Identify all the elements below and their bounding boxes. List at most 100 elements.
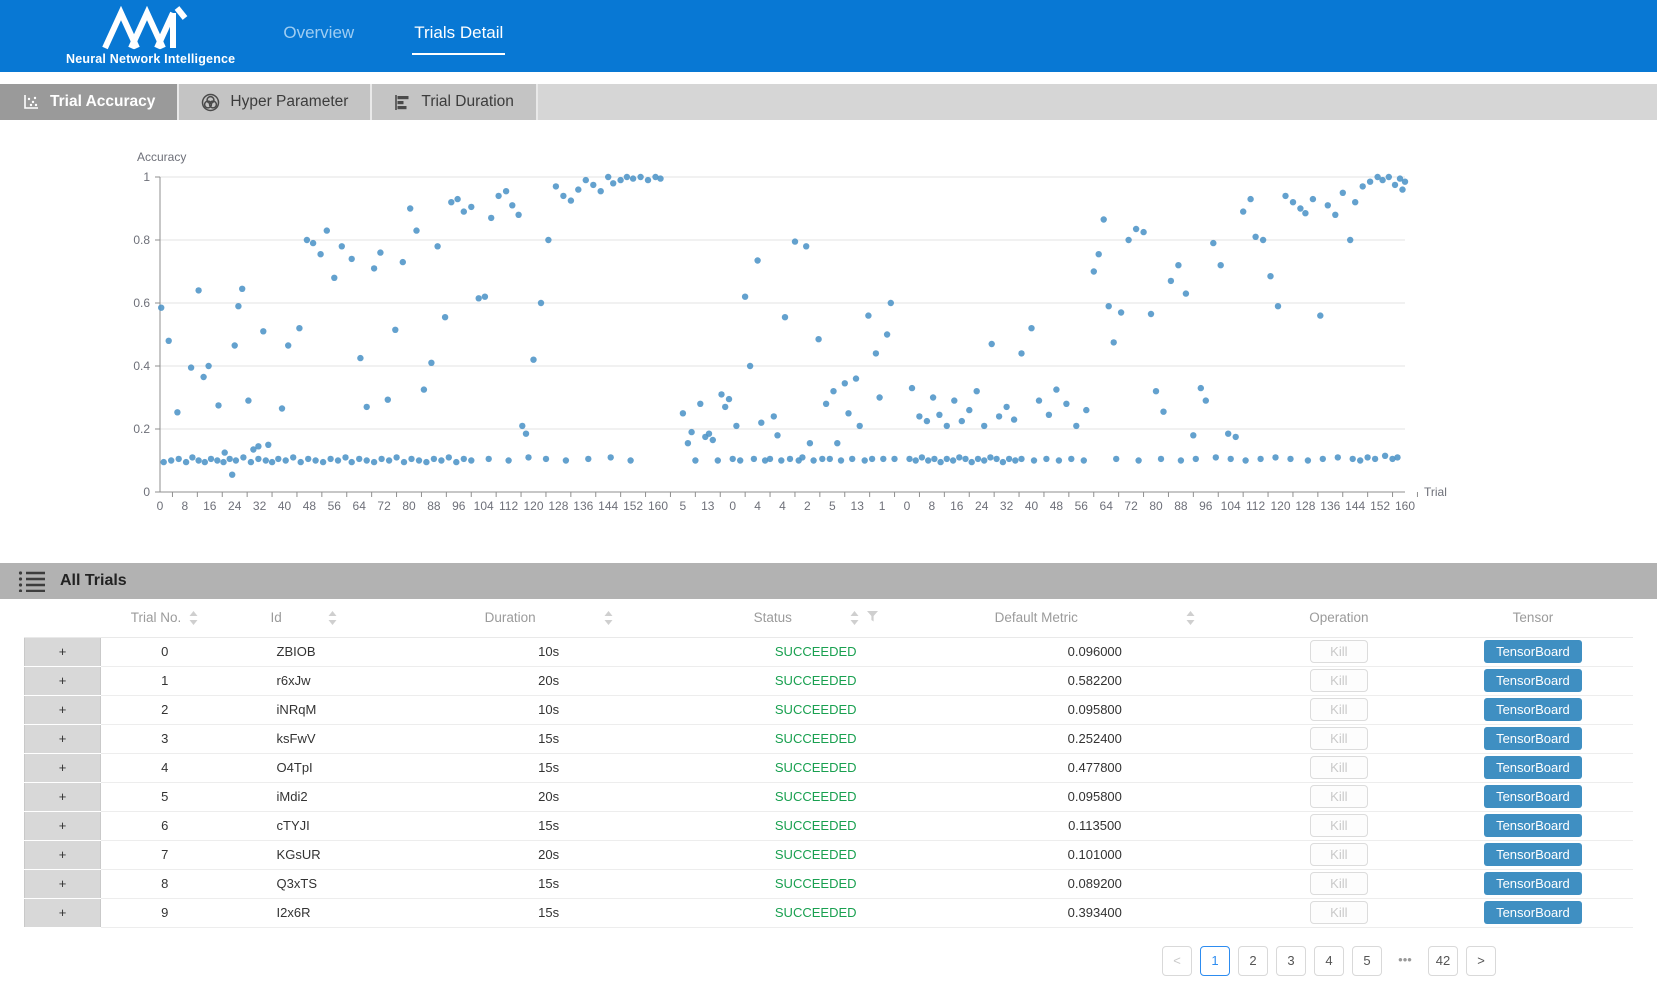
expand-row-button[interactable]: +: [25, 695, 101, 724]
table-row: +9I2x6R15sSUCCEEDED0.393400KillTensorBoa…: [25, 898, 1634, 927]
pager-page-42[interactable]: 42: [1428, 946, 1458, 976]
tensorboard-button[interactable]: TensorBoard: [1484, 698, 1582, 721]
scatter-point: [220, 459, 226, 465]
pager-prev-button[interactable]: <: [1162, 946, 1192, 976]
header-default-metric[interactable]: Default Metric: [945, 599, 1245, 637]
pager-page-3[interactable]: 3: [1276, 946, 1306, 976]
scatter-point: [1302, 210, 1308, 216]
expand-row-button[interactable]: +: [25, 869, 101, 898]
sort-icon[interactable]: [1186, 611, 1195, 625]
scatter-point: [176, 456, 182, 462]
sort-icon[interactable]: [189, 611, 198, 625]
tensorboard-button[interactable]: TensorBoard: [1484, 785, 1582, 808]
scatter-point: [931, 456, 937, 462]
scatter-point: [845, 410, 851, 416]
tensorboard-button[interactable]: TensorBoard: [1484, 640, 1582, 663]
expand-row-button[interactable]: +: [25, 724, 101, 753]
scatter-point: [585, 456, 591, 462]
expand-row-button[interactable]: +: [25, 666, 101, 695]
sort-icon[interactable]: [604, 611, 613, 625]
scatter-point: [1018, 350, 1024, 356]
kill-button[interactable]: Kill: [1310, 640, 1368, 663]
cell-status: SUCCEEDED: [687, 811, 945, 840]
expand-row-button[interactable]: +: [25, 637, 101, 666]
pager-page-4[interactable]: 4: [1314, 946, 1344, 976]
scatter-point: [560, 193, 566, 199]
x-tick-label: 144: [598, 499, 618, 513]
tensorboard-button[interactable]: TensorBoard: [1484, 872, 1582, 895]
kill-button[interactable]: Kill: [1310, 872, 1368, 895]
tensorboard-button[interactable]: TensorBoard: [1484, 901, 1582, 924]
scatter-point: [1372, 456, 1378, 462]
scatter-point: [1242, 457, 1248, 463]
kill-button[interactable]: Kill: [1310, 669, 1368, 692]
expand-row-button[interactable]: +: [25, 811, 101, 840]
scatter-point: [378, 456, 384, 462]
tab-trial-accuracy[interactable]: Trial Accuracy: [0, 84, 179, 120]
pager-page-1[interactable]: 1: [1200, 946, 1230, 976]
sort-icon[interactable]: [850, 611, 859, 625]
header-status[interactable]: Status: [687, 599, 945, 637]
expand-row-button[interactable]: +: [25, 840, 101, 869]
tab-trial-duration[interactable]: Trial Duration: [372, 84, 537, 120]
nav-trials-detail[interactable]: Trials Detail: [412, 17, 505, 55]
tensorboard-button[interactable]: TensorBoard: [1484, 727, 1582, 750]
scatter-point: [229, 472, 235, 478]
scatter-point: [1106, 303, 1112, 309]
header-duration[interactable]: Duration: [411, 599, 687, 637]
tensorboard-button[interactable]: TensorBoard: [1484, 756, 1582, 779]
scatter-point: [205, 363, 211, 369]
filter-icon[interactable]: [867, 610, 878, 625]
kill-button[interactable]: Kill: [1310, 843, 1368, 866]
scatter-point: [575, 186, 581, 192]
header-id[interactable]: Id: [229, 599, 411, 637]
scatter-point: [174, 409, 180, 415]
scatter-point: [304, 237, 310, 243]
cell-trial-no: 6: [101, 811, 229, 840]
tab-hyper-parameter[interactable]: Hyper Parameter: [179, 84, 372, 120]
kill-button[interactable]: Kill: [1310, 727, 1368, 750]
tensorboard-button[interactable]: TensorBoard: [1484, 843, 1582, 866]
x-tick-label: 16: [203, 499, 217, 513]
tab-label: Trial Duration: [421, 93, 513, 111]
x-tick-label: 40: [1025, 499, 1039, 513]
scatter-point: [1018, 456, 1024, 462]
scatter-point: [1228, 456, 1234, 462]
kill-button[interactable]: Kill: [1310, 901, 1368, 924]
scatter-point: [495, 193, 501, 199]
nav-overview[interactable]: Overview: [281, 17, 356, 55]
expand-row-button[interactable]: +: [25, 753, 101, 782]
expand-row-button[interactable]: +: [25, 782, 101, 811]
scatter-point: [810, 457, 816, 463]
column-label: Tensor: [1513, 610, 1554, 625]
kill-button[interactable]: Kill: [1310, 756, 1368, 779]
scatter-point: [515, 212, 521, 218]
scatter-point: [849, 456, 855, 462]
kill-button[interactable]: Kill: [1310, 698, 1368, 721]
cell-id: ZBIOB: [229, 637, 411, 666]
cell-operation: Kill: [1245, 811, 1433, 840]
kill-button[interactable]: Kill: [1310, 814, 1368, 837]
tensorboard-button[interactable]: TensorBoard: [1484, 669, 1582, 692]
scatter-point: [202, 459, 208, 465]
scatter-point: [645, 177, 651, 183]
scatter-point: [1011, 416, 1017, 422]
tensorboard-button[interactable]: TensorBoard: [1484, 814, 1582, 837]
scatter-point: [1036, 397, 1042, 403]
pager-page-2[interactable]: 2: [1238, 946, 1268, 976]
scatter-point: [1198, 385, 1204, 391]
table-row: +2iNRqM10sSUCCEEDED0.095800KillTensorBoa…: [25, 695, 1634, 724]
pager-page-5[interactable]: 5: [1352, 946, 1382, 976]
cell-duration: 15s: [411, 869, 687, 898]
sort-icon[interactable]: [328, 611, 337, 625]
scatter-point: [265, 442, 271, 448]
scatter-point: [1053, 386, 1059, 392]
scatter-point: [1392, 182, 1398, 188]
scatter-point: [830, 388, 836, 394]
x-tick-label: 96: [1199, 499, 1213, 513]
scatter-point: [448, 199, 454, 205]
pager-next-button[interactable]: >: [1466, 946, 1496, 976]
header-trial-no[interactable]: Trial No.: [101, 599, 229, 637]
expand-row-button[interactable]: +: [25, 898, 101, 927]
kill-button[interactable]: Kill: [1310, 785, 1368, 808]
